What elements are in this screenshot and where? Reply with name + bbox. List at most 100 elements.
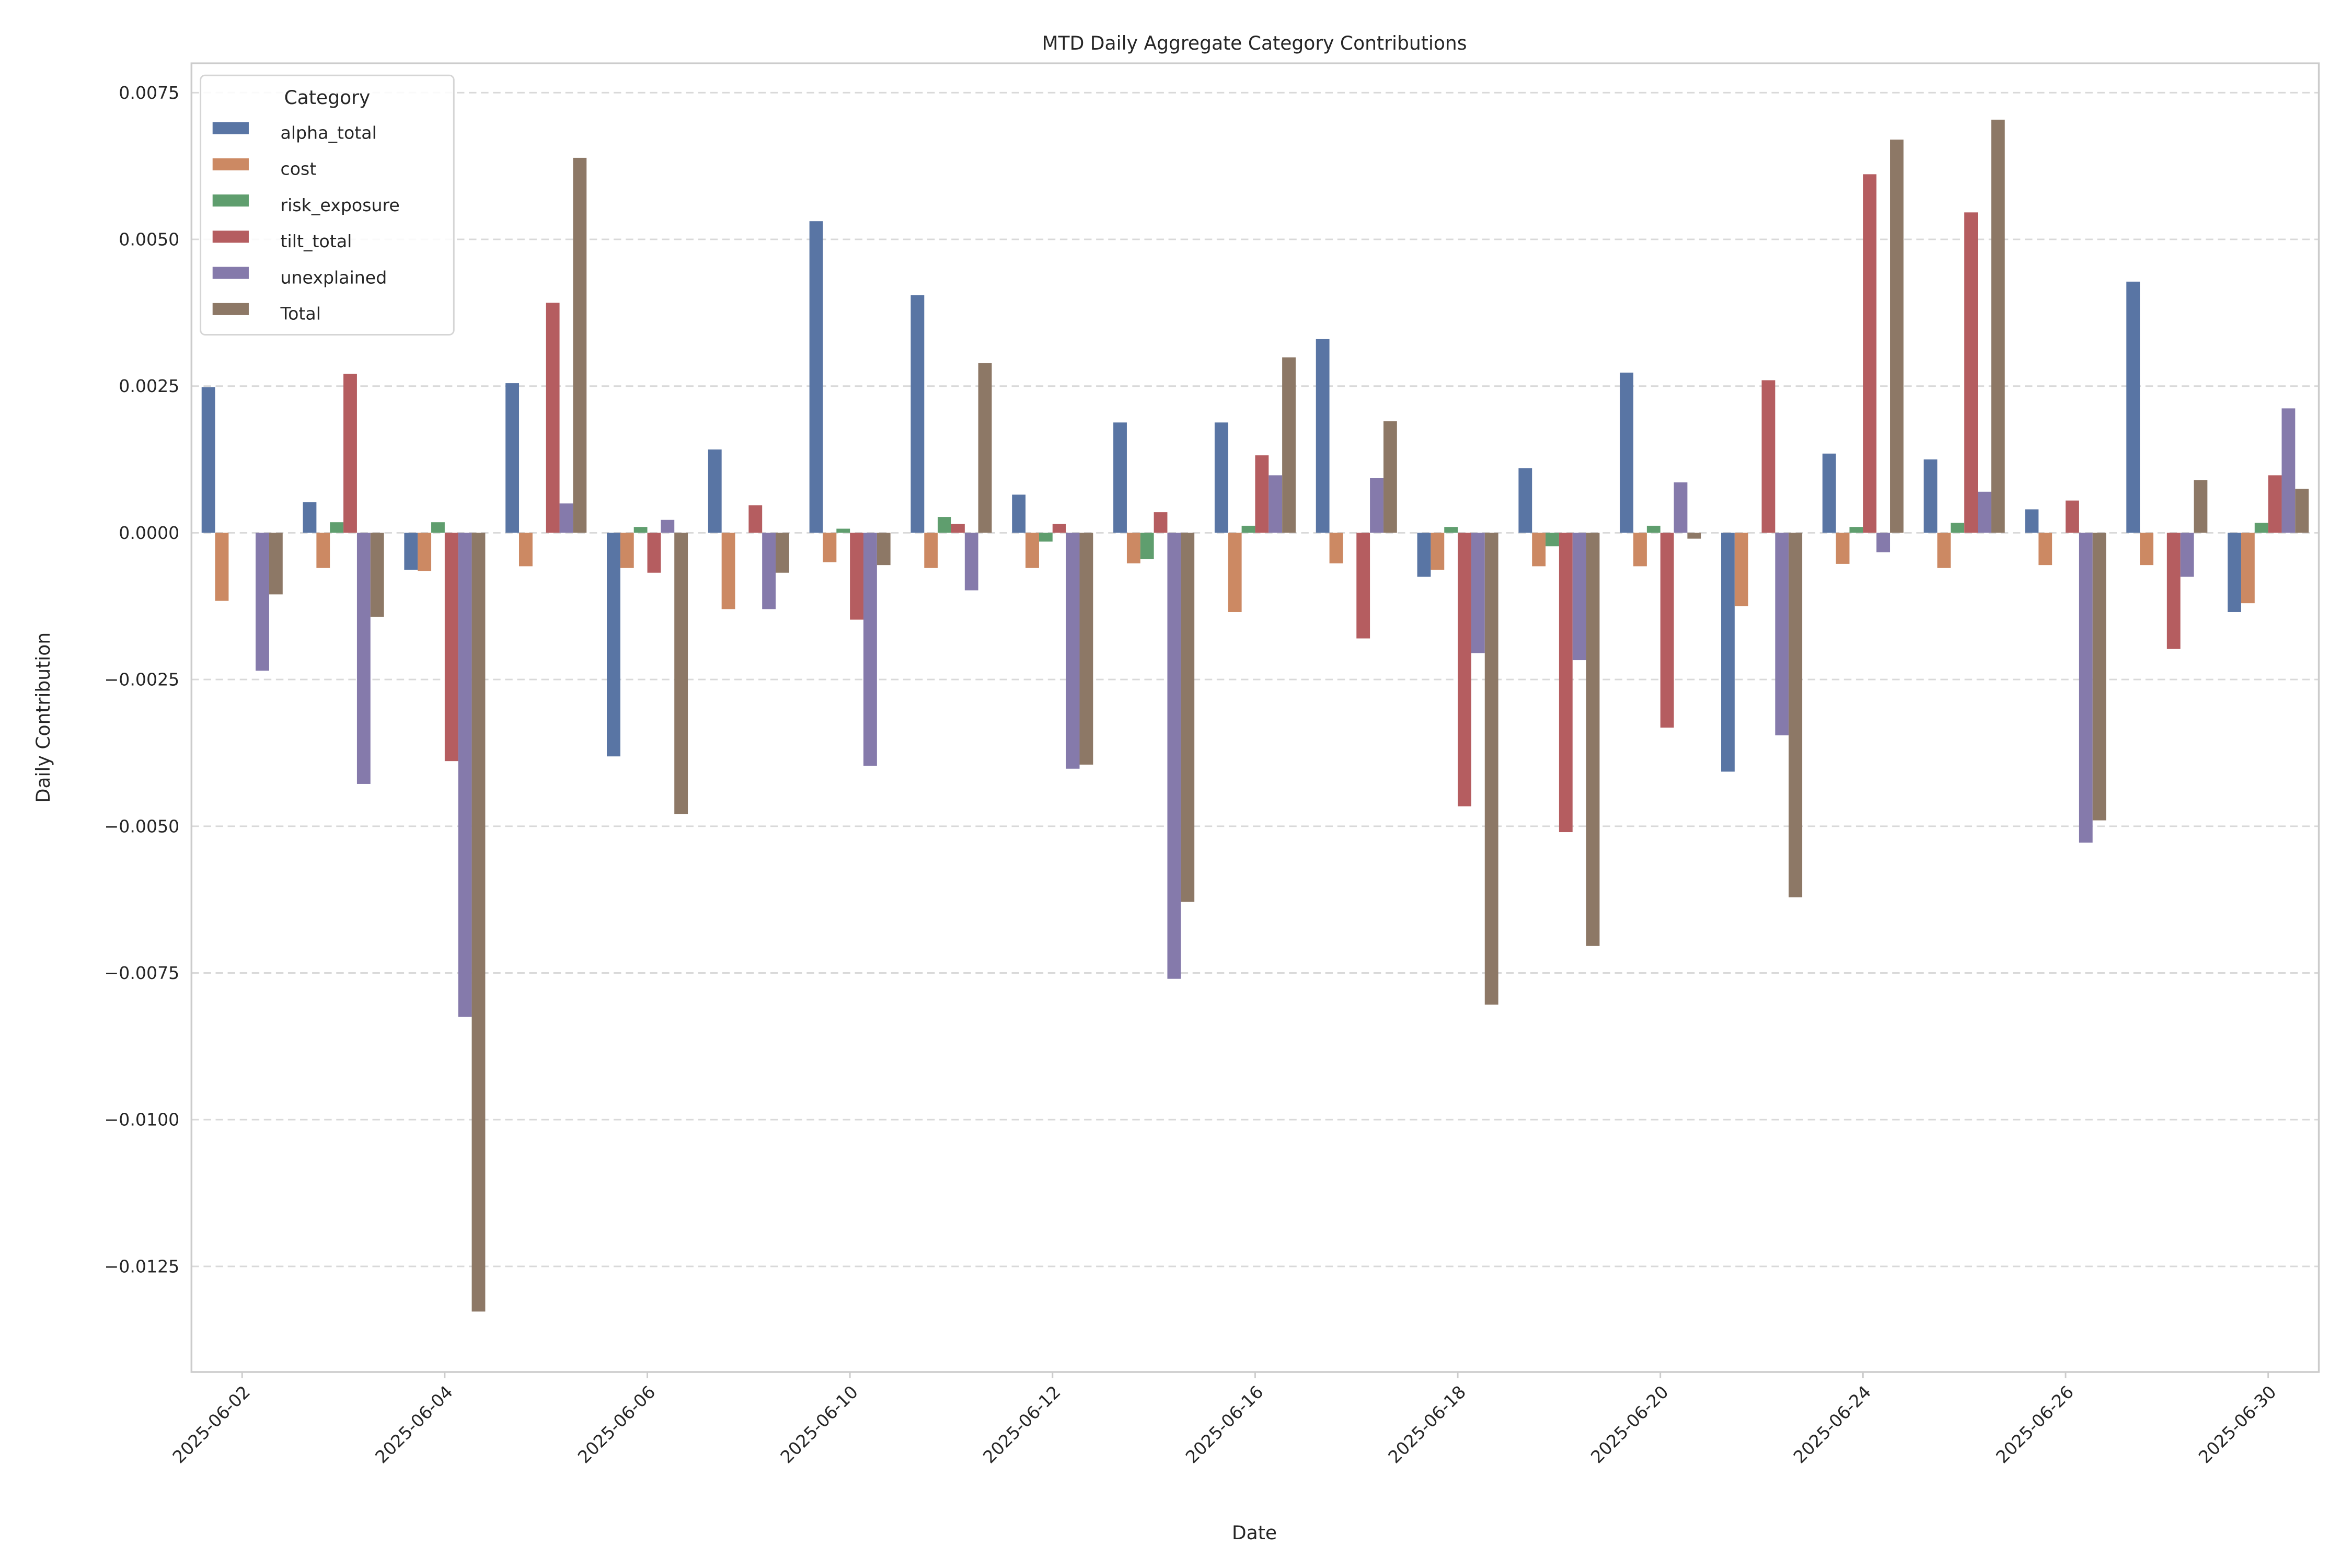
legend-item-label: Total (280, 304, 321, 324)
bar-alpha-total (2228, 533, 2241, 612)
bar-cost (316, 533, 330, 568)
bar-unexplained (2180, 533, 2194, 577)
legend-box (200, 74, 455, 336)
bar-alpha-total (2126, 281, 2140, 533)
bars (201, 119, 2309, 1312)
bar-tilt-total (850, 533, 864, 620)
bar-unexplained (458, 533, 472, 1017)
legend-swatch (212, 194, 249, 207)
bar-total (877, 533, 891, 566)
bar-risk-exposure (2254, 523, 2268, 533)
bar-unexplained (2079, 533, 2093, 843)
bar-unexplained (1269, 475, 1283, 533)
legend-swatch (212, 158, 249, 170)
bar-risk-exposure (1849, 527, 1863, 533)
bar-unexplained (1066, 533, 1080, 769)
legend-title: Category (284, 87, 371, 109)
bar-unexplained (661, 520, 675, 533)
bar-total (978, 363, 992, 533)
legend-swatch (212, 230, 249, 243)
bar-total (1484, 533, 1498, 1005)
bar-total (1586, 533, 1600, 946)
bar-total (776, 533, 789, 573)
bar-unexplained (762, 533, 776, 609)
bar-alpha-total (910, 295, 925, 533)
legend-swatch (212, 303, 249, 315)
bar-risk-exposure (1546, 533, 1559, 547)
y-tick-label: −0.0100 (104, 1110, 179, 1130)
bar-cost (2241, 533, 2255, 604)
bar-alpha-total (607, 533, 620, 757)
bar-alpha-total (1113, 422, 1127, 533)
bar-total (1789, 533, 1803, 897)
bar-total (1890, 140, 1904, 533)
bar-unexplained (1167, 533, 1181, 979)
bar-total (1079, 533, 1093, 765)
chart-title: MTD Daily Aggregate Category Contributio… (1042, 32, 1467, 54)
y-tick-label: −0.0050 (104, 816, 179, 836)
bar-risk-exposure (1140, 533, 1154, 559)
bar-tilt-total (951, 524, 965, 533)
bar-alpha-total (2025, 509, 2039, 533)
bar-unexplained (559, 503, 573, 533)
bar-tilt-total (2065, 500, 2079, 533)
bar-unexplained (1370, 478, 1383, 533)
bar-unexplained (1471, 533, 1485, 653)
bar-cost (721, 533, 735, 609)
bar-tilt-total (1458, 533, 1471, 806)
bar-cost (2038, 533, 2053, 566)
bar-unexplained (256, 533, 269, 671)
bar-tilt-total (1863, 174, 1877, 533)
bar-total (1181, 533, 1195, 902)
bar-alpha-total (1721, 533, 1735, 772)
bar-risk-exposure (431, 522, 445, 533)
bar-risk-exposure (330, 522, 344, 533)
bar-risk-exposure (836, 528, 850, 533)
bar-alpha-total (1316, 339, 1330, 533)
bar-risk-exposure (633, 527, 648, 533)
bar-cost (1228, 533, 1242, 612)
bar-alpha-total (1620, 372, 1634, 533)
bar-risk-exposure (1951, 523, 1965, 533)
bar-tilt-total (1154, 512, 1168, 533)
bar-tilt-total (2166, 533, 2181, 649)
legend-swatch (212, 122, 249, 134)
legend-item-label: tilt_total (281, 231, 352, 251)
bar-tilt-total (1964, 212, 1978, 533)
bar-unexplained (1572, 533, 1586, 661)
bar-tilt-total (546, 303, 560, 533)
bar-tilt-total (444, 533, 458, 762)
bar-total (471, 533, 486, 1312)
legend-item-label: unexplained (281, 267, 387, 287)
bar-risk-exposure (1646, 525, 1661, 533)
bar-total (2092, 533, 2106, 821)
bar-cost (1937, 533, 1951, 568)
bar-unexplained (1876, 533, 1890, 552)
y-tick-label: 0.0050 (119, 229, 179, 250)
bar-alpha-total (1923, 459, 1938, 533)
bar-alpha-total (201, 387, 215, 533)
bar-cost (2140, 533, 2153, 566)
bar-tilt-total (1559, 533, 1573, 833)
legend-item-label: risk_exposure (281, 195, 400, 215)
bar-cost (1126, 533, 1140, 563)
y-tick-label: −0.0025 (104, 670, 179, 690)
bar-alpha-total (303, 502, 317, 533)
bar-alpha-total (1214, 422, 1228, 533)
y-tick-labels: 0.0075 0.0050 0.0025 0.0000 −0.0025 −0.0050 −0… (104, 83, 179, 1277)
bar-cost (1734, 533, 1748, 606)
bar-total (573, 157, 587, 533)
bar-cost (924, 533, 938, 568)
bar-total (1282, 357, 1296, 533)
y-axis-label: Daily Contribution (32, 632, 54, 803)
bar-alpha-total (708, 449, 722, 533)
bar-tilt-total (1660, 533, 1674, 728)
bar-total (1687, 533, 1701, 539)
bar-cost (215, 533, 229, 601)
bar-risk-exposure (938, 517, 951, 533)
x-axis-label: Date (1232, 1522, 1277, 1544)
bar-cost (823, 533, 837, 562)
y-tick-label: 0.0000 (119, 523, 179, 543)
